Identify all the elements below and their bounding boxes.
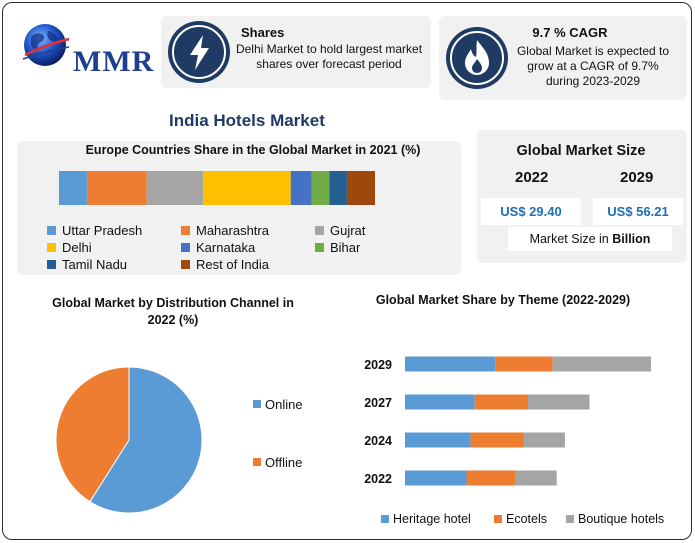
legend-item-gujrat: Gujrat — [315, 223, 365, 238]
theme-legend-swatch-heritage-hotel — [381, 515, 389, 523]
pie-legend-swatch-online — [253, 400, 261, 408]
market-size-year-2022: 2022 — [515, 169, 549, 186]
theme-bar-2024-ecotels — [470, 432, 524, 448]
pie-legend-label-online: Online — [265, 397, 303, 412]
legend-label: Delhi — [62, 240, 92, 255]
share-stacked-bar — [59, 171, 375, 205]
legend-item-rest-of-india: Rest of India — [181, 257, 269, 272]
legend-swatch — [315, 243, 324, 252]
cagr-title: 9.7 % CAGR — [532, 25, 608, 40]
legend-swatch — [47, 226, 56, 235]
legend-label: Karnataka — [196, 240, 256, 255]
pie-legend-swatch-offline — [253, 458, 261, 466]
pie-chart-title: Global Market by Distribution Channel in… — [52, 296, 294, 327]
market-size-unit: Market Size in Billion — [508, 227, 672, 251]
share-bar-delhi — [202, 171, 291, 205]
theme-bar-2024-heritage-hotel — [405, 432, 471, 448]
legend-label: Maharashtra — [196, 223, 269, 238]
theme-legend-swatch-boutique-hotels — [566, 515, 574, 523]
theme-bar-2027-ecotels — [474, 394, 528, 410]
legend-label: Rest of India — [196, 257, 269, 272]
share-panel — [17, 141, 461, 275]
legend-item-maharashtra: Maharashtra — [181, 223, 269, 238]
theme-stacked-bar-chart: 2029 2027 2024 2022 Heritage hotel Ecotels Bou… — [364, 356, 664, 526]
theme-bar-2027-boutique-hotels — [528, 394, 590, 410]
legend-swatch — [47, 243, 56, 252]
cagr-text: Global Market is expected to grow at a C… — [516, 44, 670, 88]
unit-prefix: Market Size in — [529, 232, 613, 246]
logo-text: MMR — [73, 45, 155, 78]
theme-bar-2029-ecotels — [495, 356, 553, 372]
globe-icon — [22, 24, 70, 66]
share-bar-gujrat — [146, 171, 203, 205]
legend-swatch — [181, 243, 190, 252]
theme-bar-2022-ecotels — [466, 470, 516, 486]
legend-swatch — [181, 260, 190, 269]
unit-bold: Billion — [612, 232, 651, 246]
shares-title: Shares — [241, 25, 285, 40]
legend-item-delhi: Delhi — [47, 240, 92, 255]
pie-slice-online — [89, 366, 203, 514]
legend-item-uttar-pradesh: Uttar Pradesh — [47, 223, 142, 238]
theme-legend-label-ecotels: Ecotels — [506, 512, 547, 526]
theme-bar-2029-heritage-hotel — [405, 356, 496, 372]
lightning-icon — [168, 21, 230, 83]
legend-label: Gujrat — [330, 223, 366, 238]
theme-legend-swatch-ecotels — [494, 515, 502, 523]
page-title: India Hotels Market — [169, 111, 325, 130]
theme-legend-label-boutique-hotels: Boutique hotels — [578, 512, 664, 526]
legend-label: Uttar Pradesh — [62, 223, 143, 238]
legend-swatch — [47, 260, 56, 269]
market-size-value-2029: US$ 56.21 — [593, 198, 683, 225]
theme-bar-2022-boutique-hotels — [515, 470, 557, 486]
theme-tick-label-2022: 2022 — [364, 472, 392, 486]
theme-bar-2029-boutique-hotels — [552, 356, 651, 372]
share-chart-title: Europe Countries Share in the Global Mar… — [85, 143, 421, 157]
share-bar-karnataka — [290, 171, 312, 205]
theme-legend-label-heritage-hotel: Heritage hotel — [393, 512, 471, 526]
theme-tick-label-2024: 2024 — [364, 434, 392, 448]
share-bar-bihar — [311, 171, 330, 205]
theme-bar-2027-heritage-hotel — [405, 394, 475, 410]
share-bar-rest-of-india — [346, 171, 375, 205]
theme-tick-label-2027: 2027 — [364, 396, 392, 410]
share-bar-maharashtra — [87, 171, 147, 205]
shares-text: Delhi Market to hold largest market shar… — [235, 42, 423, 71]
market-size-title: Global Market Size — [516, 143, 646, 159]
market-size-value-2022: US$ 29.40 — [481, 198, 581, 225]
legend-label: Tamil Nadu — [62, 257, 128, 272]
legend-swatch — [181, 226, 190, 235]
market-size-year-2029: 2029 — [620, 169, 654, 186]
shares-card: Shares Delhi Market to hold largest mark… — [161, 16, 431, 88]
theme-chart-title: Global Market Share by Theme (2022-2029) — [375, 293, 631, 307]
legend-item-tamil-nadu: Tamil Nadu — [47, 257, 127, 272]
theme-bar-2022-heritage-hotel — [405, 470, 467, 486]
legend-label: Bihar — [330, 240, 361, 255]
pie-slice-offline — [55, 366, 130, 503]
flame-icon — [446, 27, 508, 89]
share-bar-tamil-nadu — [329, 171, 347, 205]
legend-item-karnataka: Karnataka — [181, 240, 255, 255]
legend-swatch — [315, 226, 324, 235]
legend-item-bihar: Bihar — [315, 240, 360, 255]
pie-legend-label-offline: Offline — [265, 455, 302, 470]
share-bar-uttar-pradesh — [59, 171, 88, 205]
theme-tick-label-2029: 2029 — [364, 358, 392, 372]
cagr-card: 9.7 % CAGR Global Market is expected to … — [439, 16, 687, 100]
theme-bar-2024-boutique-hotels — [523, 432, 565, 448]
mmr-logo: MMR — [15, 17, 153, 78]
distribution-pie-chart: Online Offline — [55, 366, 303, 514]
